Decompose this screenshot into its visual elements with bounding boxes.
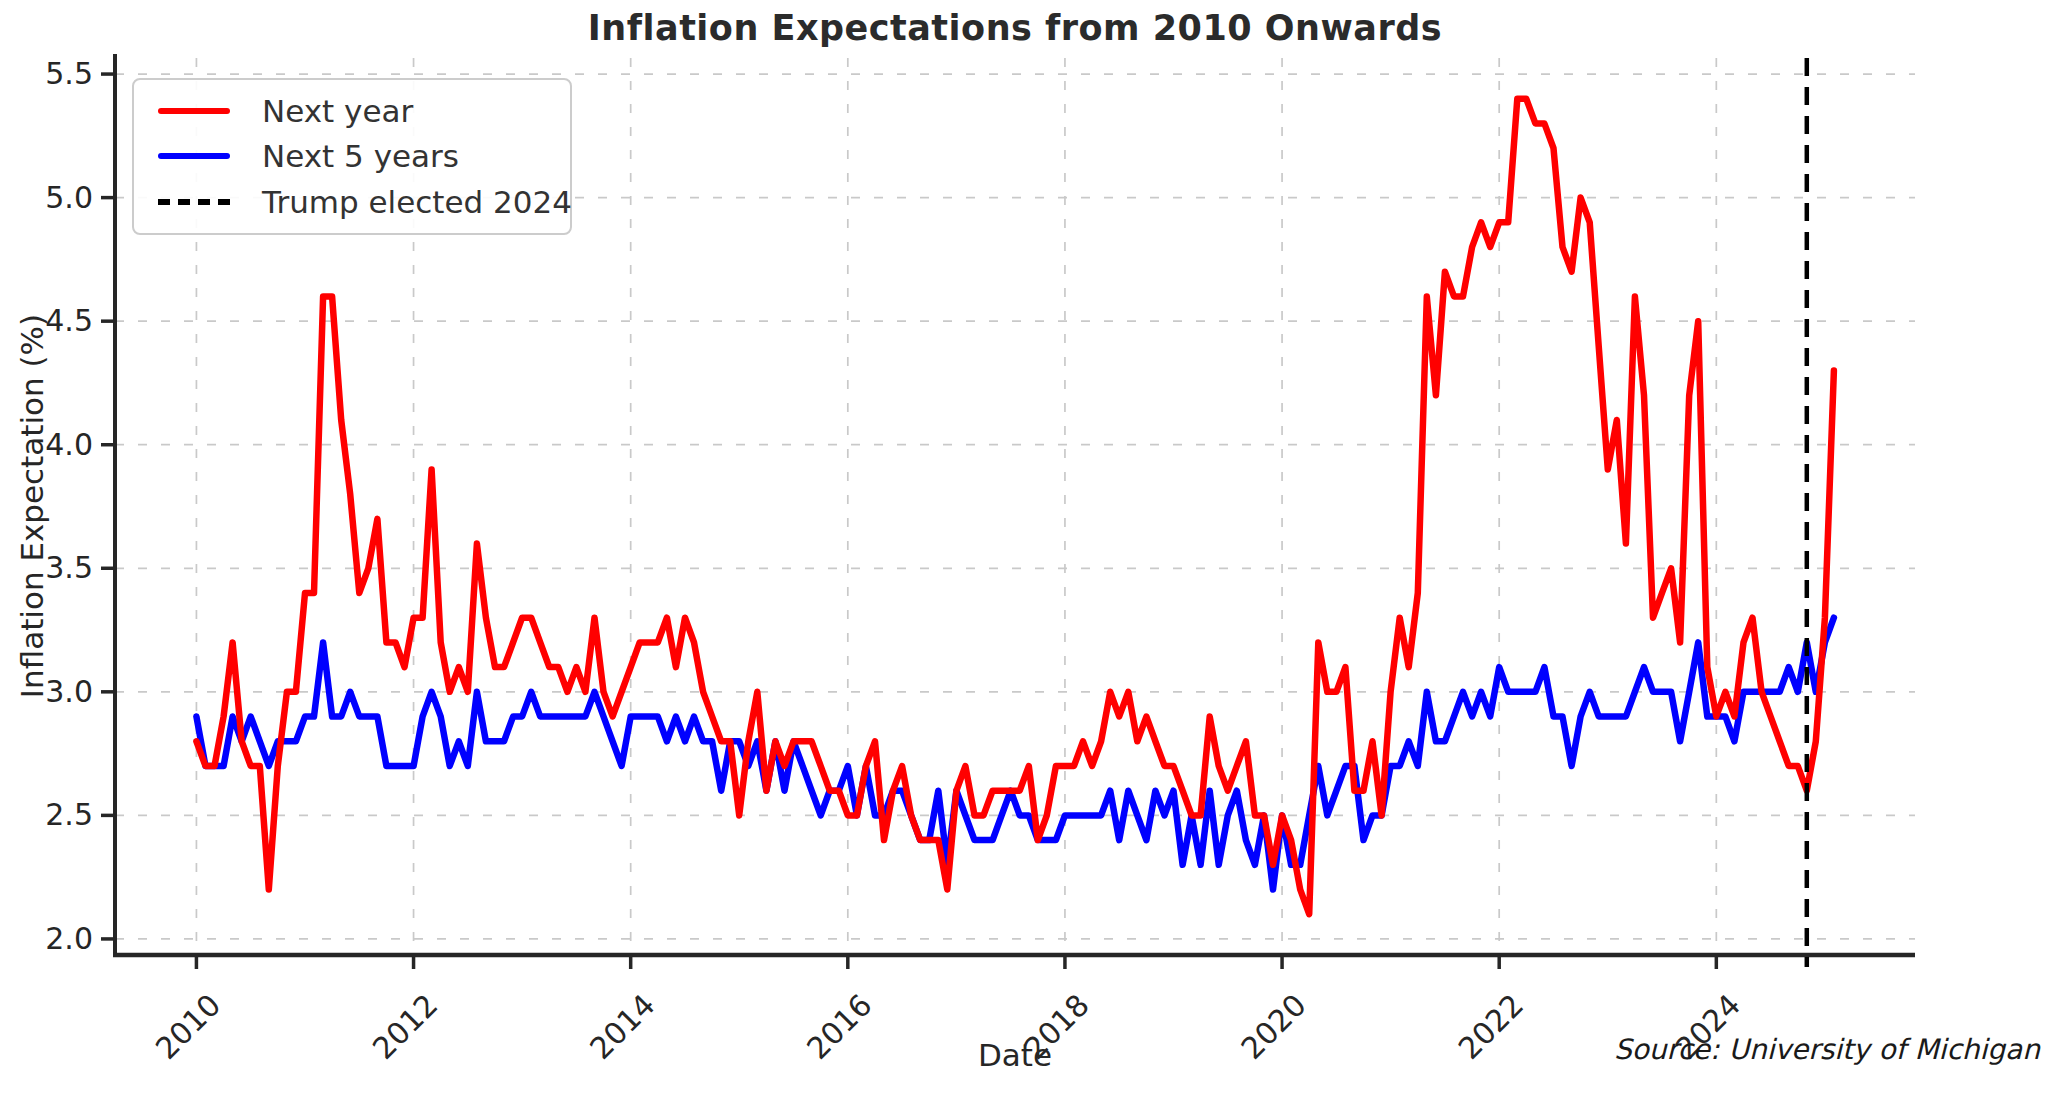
legend-label: Next year: [262, 93, 413, 129]
legend-label: Trump elected 2024: [262, 184, 572, 220]
legend-box: Next year Next 5 years Trump elected 202…: [132, 78, 572, 235]
y-tick-label: 2.0: [45, 921, 93, 956]
y-tick-label: 5.5: [45, 56, 93, 91]
dashed-line-sample-icon: [158, 199, 230, 205]
legend-item-trump-elected: Trump elected 2024: [148, 184, 556, 220]
red-line-sample-icon: [158, 108, 230, 114]
source-note: Source: University of Michigan: [1614, 1033, 2040, 1066]
inflation-expectations-figure: 2.02.53.03.54.04.55.05.52010201220142016…: [0, 0, 2048, 1097]
legend-item-next-year: Next year: [148, 93, 556, 129]
chart-title: Inflation Expectations from 2010 Onwards: [115, 8, 1915, 48]
y-axis-label: Inflation Expectation (%): [14, 206, 54, 806]
legend-label: Next 5 years: [262, 138, 459, 174]
legend-item-next-5-years: Next 5 years: [148, 138, 556, 174]
blue-line-sample-icon: [158, 153, 230, 159]
